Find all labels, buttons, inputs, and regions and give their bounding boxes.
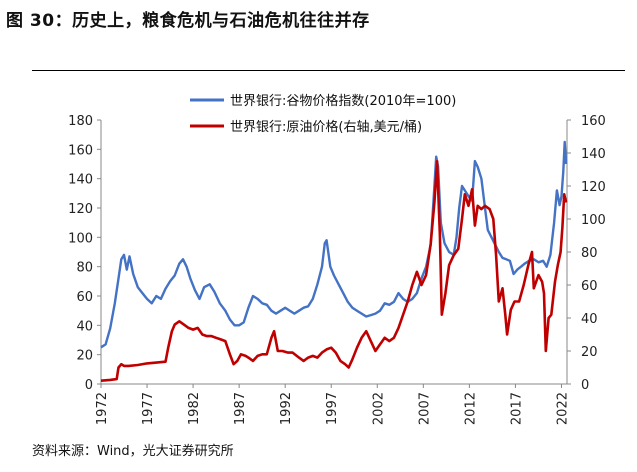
axes: 0 20 40 60 80 100 120 140 160 180 0 20 40 60 80 100 120 1… — [68, 114, 606, 425]
y-left-tick-label: 140 — [68, 173, 93, 188]
source-note: 资料来源：Wind，光大证券研究所 — [32, 444, 234, 459]
x-tick-label: 2017 — [509, 392, 524, 425]
y-left-tick-label: 100 — [68, 231, 93, 246]
title-rule — [32, 70, 625, 72]
y-right-tick-label: 20 — [581, 345, 598, 360]
y-left-tick-label: 0 — [85, 378, 93, 393]
y-left-tick-label: 20 — [76, 349, 93, 364]
x-tick-label: 2002 — [371, 392, 386, 425]
y-left-tick-label: 160 — [68, 143, 93, 158]
series-line-grain — [100, 140, 568, 349]
y-right-tick-label: 80 — [581, 246, 598, 261]
y-right-tick-label: 160 — [581, 114, 606, 129]
x-tick-label: 2022 — [555, 392, 570, 425]
legend-label-oil: 世界银行:原油价格(右轴,美元/桶) — [230, 119, 422, 135]
x-tick-label: 1977 — [141, 392, 156, 425]
x-tick-label: 2012 — [463, 392, 478, 425]
series-line-oil — [100, 160, 568, 382]
y-left-tick-label: 80 — [76, 261, 93, 276]
y-left-tick-label: 40 — [76, 319, 93, 334]
plot-lines — [100, 140, 568, 382]
y-right-tick-label: 100 — [581, 213, 606, 228]
y-right-tick-label: 120 — [581, 180, 606, 195]
legend-label-grain: 世界银行:谷物价格指数(2010年=100) — [230, 93, 456, 109]
x-tick-label: 1987 — [233, 392, 248, 425]
x-tick-label: 1972 — [95, 392, 110, 425]
x-tick-label: 1982 — [187, 392, 202, 425]
y-right-tick-label: 140 — [581, 147, 606, 162]
y-right-tick-label: 0 — [581, 378, 589, 393]
y-left-tick-label: 60 — [76, 290, 93, 305]
y-right-tick-label: 60 — [581, 279, 598, 294]
x-tick-label: 1992 — [279, 392, 294, 425]
figure-title: 图 30：历史上，粮食危机与石油危机往往并存 — [6, 11, 370, 31]
x-tick-label: 2007 — [417, 392, 432, 425]
x-tick-label: 1997 — [325, 392, 340, 425]
legend: 世界银行:谷物价格指数(2010年=100) 世界银行:原油价格(右轴,美元/桶… — [190, 93, 456, 135]
y-left-tick-label: 180 — [68, 114, 93, 129]
y-left-tick-label: 120 — [68, 202, 93, 217]
y-right-tick-label: 40 — [581, 312, 598, 327]
